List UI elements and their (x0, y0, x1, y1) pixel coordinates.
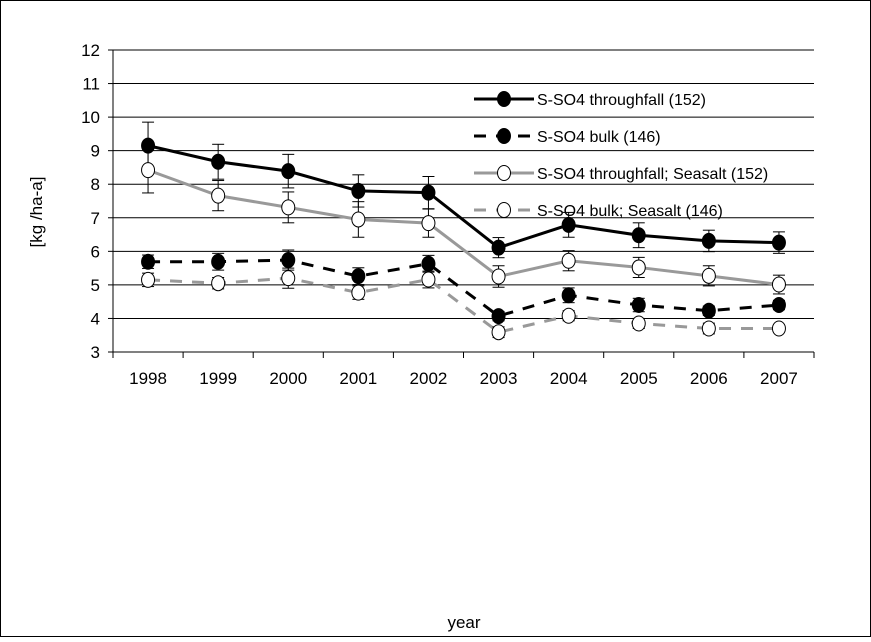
x-tick-label: 2006 (690, 369, 728, 388)
series-line-1 (147, 144, 779, 250)
data-point (771, 276, 786, 293)
axes: 3 4 5 6 7 8 9 10 11 12 1998 1999 2000 2001 2002 2003 200… (81, 41, 815, 388)
legend-label: S-SO4 bulk; Seasalt (146) (537, 203, 723, 220)
x-tick-label: 2007 (760, 369, 798, 388)
data-point (211, 275, 226, 292)
data-point (281, 163, 296, 180)
data-point (421, 255, 436, 272)
data-point (211, 187, 226, 204)
x-tick-label: 1998 (129, 369, 167, 388)
data-point (561, 307, 576, 324)
y-tick-label: 11 (82, 75, 100, 94)
x-tick-label: 2004 (550, 369, 588, 388)
data-point (561, 216, 576, 233)
y-tick-label: 12 (81, 41, 100, 60)
legend-marker (497, 91, 511, 107)
y-tick-label: 7 (91, 209, 100, 228)
data-point (631, 227, 646, 244)
data-point (141, 137, 156, 154)
data-point (211, 253, 226, 270)
data-point (211, 153, 226, 170)
data-point (561, 252, 576, 269)
data-point (351, 284, 366, 301)
data-point (351, 211, 366, 228)
data-point (351, 182, 366, 199)
data-point (491, 324, 506, 341)
data-point (771, 234, 786, 251)
y-tick-label: 3 (91, 343, 100, 362)
data-point (351, 268, 366, 285)
y-tick-label: 6 (91, 242, 100, 261)
data-point (141, 271, 156, 288)
data-point (701, 267, 716, 284)
data-point (701, 232, 716, 249)
data-point (771, 320, 786, 337)
data-point (771, 297, 786, 314)
y-tick-label: 10 (81, 108, 100, 127)
x-tick-label: 2002 (410, 369, 448, 388)
data-point (491, 308, 506, 325)
x-tick-label: 2003 (480, 369, 518, 388)
data-point (491, 268, 506, 285)
data-point (631, 315, 646, 332)
gridlines (113, 49, 814, 319)
series-group (141, 121, 786, 341)
legend-marker (497, 128, 511, 144)
legend: S-SO4 throughfall (152) S-SO4 bulk (146) S… (474, 91, 768, 220)
x-axis-title: year (447, 613, 480, 632)
y-tick-label: 5 (91, 276, 100, 295)
data-point (281, 199, 296, 216)
x-tick-label: 2001 (339, 369, 377, 388)
data-point (281, 270, 296, 287)
x-tick-label: 2005 (620, 369, 658, 388)
data-point (631, 259, 646, 276)
data-point (701, 302, 716, 319)
legend-label: S-SO4 throughfall (152) (537, 92, 706, 109)
data-point (701, 320, 716, 337)
y-tick-label: 4 (91, 309, 100, 328)
data-point (141, 162, 156, 179)
data-point (561, 287, 576, 304)
y-tick-label: 9 (91, 142, 100, 161)
x-tick-label: 1999 (199, 369, 237, 388)
data-point (631, 297, 646, 314)
data-point (421, 215, 436, 232)
legend-marker (497, 165, 511, 181)
y-axis-title: [kg /ha-a] (27, 177, 46, 248)
data-point (421, 271, 436, 288)
legend-marker (497, 202, 511, 218)
data-point (421, 184, 436, 201)
data-point (141, 253, 156, 270)
series-line-3 (147, 168, 780, 287)
x-tick-label: 2000 (269, 369, 307, 388)
data-point (281, 252, 296, 269)
y-tick-label: 8 (91, 175, 100, 194)
legend-label: S-SO4 bulk (146) (537, 129, 661, 146)
legend-label: S-SO4 throughfall; Seasalt (152) (537, 166, 768, 183)
data-point (491, 239, 506, 256)
